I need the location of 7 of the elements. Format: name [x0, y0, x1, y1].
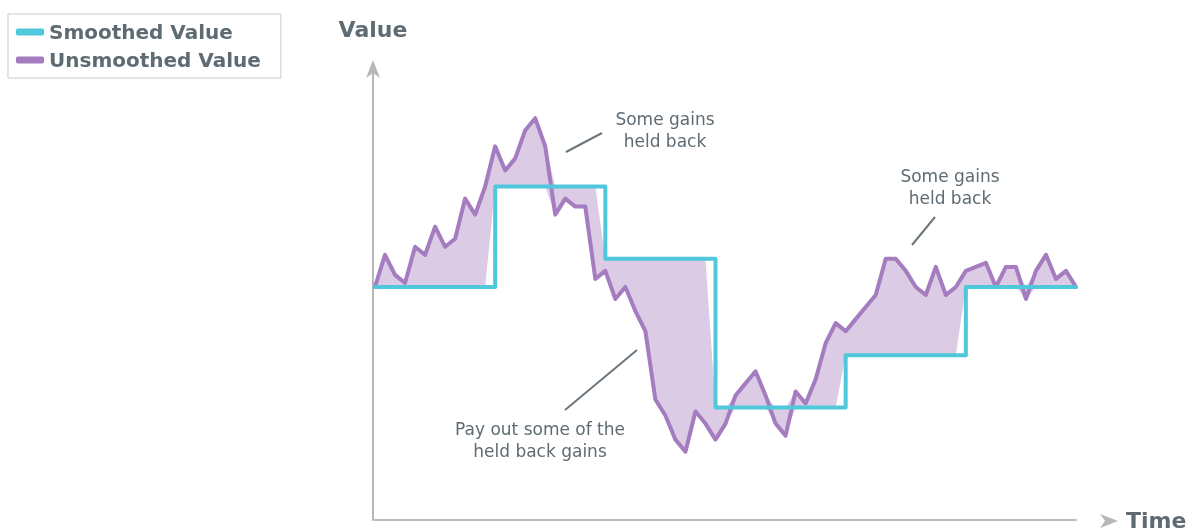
annotation: Pay out some of the held back gains — [455, 419, 625, 461]
annotation: Some gains held back — [900, 166, 1000, 208]
annotation: Some gains held back — [615, 109, 715, 151]
legend-label: Unsmoothed Value — [49, 48, 261, 72]
legend-label: Smoothed Value — [49, 20, 233, 44]
y-axis-title: Value — [338, 16, 408, 42]
x-axis-title: Time — [1126, 507, 1187, 532]
